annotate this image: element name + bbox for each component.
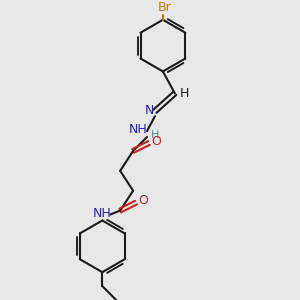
Text: H: H <box>151 130 159 140</box>
Text: Br: Br <box>158 1 172 14</box>
Text: O: O <box>151 134 161 148</box>
Text: N: N <box>144 104 154 117</box>
Text: H: H <box>180 87 190 100</box>
Text: NH: NH <box>129 123 148 136</box>
Text: NH: NH <box>93 207 112 220</box>
Text: O: O <box>138 194 148 207</box>
